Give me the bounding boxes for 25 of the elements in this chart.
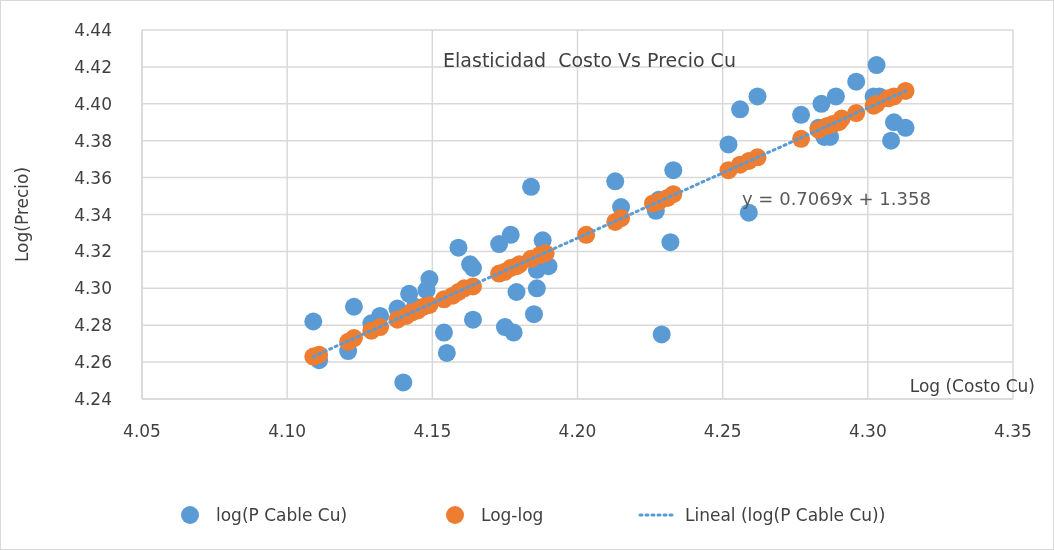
y-tick-label: 4.36 (74, 167, 112, 188)
y-tick-label: 4.34 (74, 204, 112, 225)
y-tick-label: 4.38 (74, 130, 112, 151)
y-tick-label: 4.32 (74, 241, 112, 262)
y-tick-label: 4.28 (74, 315, 112, 336)
y-tick-label: 4.26 (74, 352, 112, 373)
x-tick-label: 4.10 (268, 421, 307, 441)
x-tick-label: 4.25 (703, 421, 742, 441)
legend-label: log(P Cable Cu) (216, 505, 348, 525)
x-tick-label: 4.15 (413, 421, 452, 441)
y-tick-label: 4.42 (74, 56, 112, 77)
x-tick-label: 4.30 (848, 421, 887, 441)
y-axis-title: Log(Precio) (12, 166, 32, 263)
y-tick-label: 4.44 (74, 20, 112, 40)
x-tick-label: 4.05 (123, 421, 161, 441)
text: Elasticidad Costo Vs Precio Cu (443, 49, 736, 71)
annotation: y = 0.7069x + 1.358 (742, 188, 931, 209)
legend-label: Log-log (481, 505, 544, 525)
y-tick-label: 4.40 (74, 93, 112, 114)
y-tick-label: 4.30 (74, 278, 112, 299)
x-axis-title: Log (Costo Cu) (909, 376, 1035, 396)
x-tick-label: 4.20 (558, 421, 597, 441)
legend-label: Lineal (log(P Cable Cu)) (685, 505, 886, 525)
x-tick-label: 4.35 (994, 421, 1032, 441)
y-tick-label: 4.24 (74, 389, 112, 409)
